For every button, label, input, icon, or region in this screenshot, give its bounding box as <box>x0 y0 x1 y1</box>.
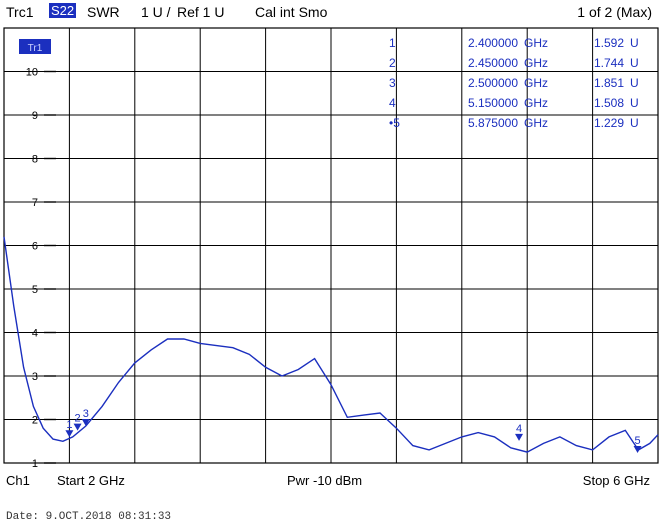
y-tick-label: 4 <box>32 328 38 340</box>
start-frequency[interactable]: Start 2 GHz <box>57 473 125 488</box>
trace-badge[interactable]: Tr1 <box>19 39 51 54</box>
marker-row[interactable]: 3 2.500000 GHz 1.851 U <box>389 76 639 90</box>
marker-number: 2 <box>389 56 396 70</box>
marker-frequency-unit: GHz <box>524 96 548 110</box>
y-tick-labels: 1 2 3 4 5 6 7 8 9 10 <box>26 67 38 471</box>
marker-4-label: 4 <box>516 423 522 435</box>
trace-header: Trc1 S22 SWR 1 U / Ref 1 U Cal int Smo 1… <box>0 0 660 24</box>
marker-frequency: 2.450000 <box>468 56 518 70</box>
format-label[interactable]: SWR <box>87 4 120 20</box>
marker-value: 1.592 <box>594 36 624 50</box>
marker-frequency-unit: GHz <box>524 36 548 50</box>
y-tick-label: 7 <box>32 197 38 209</box>
marker-5-label: 5 <box>635 435 641 447</box>
stop-frequency[interactable]: Stop 6 GHz <box>582 473 650 488</box>
marker-row[interactable]: 1 2.400000 GHz 1.592 U <box>389 36 639 50</box>
marker-frequency: 2.500000 <box>468 76 518 90</box>
trace-badge-box[interactable] <box>19 39 51 54</box>
marker-4-triangle[interactable] <box>515 433 524 441</box>
marker-row[interactable]: 2 2.450000 GHz 1.744 U <box>389 56 639 70</box>
marker-frequency: 2.400000 <box>468 36 518 50</box>
y-tick-label: 6 <box>32 241 38 253</box>
marker-value-unit: U <box>630 76 639 90</box>
marker-value-unit: U <box>630 116 639 130</box>
parameter-label[interactable]: S22 <box>49 3 77 18</box>
marker-value: 1.851 <box>594 76 624 90</box>
y-tick-label: 9 <box>32 110 38 122</box>
y-tick-label: 2 <box>32 415 38 427</box>
marker-value-unit: U <box>630 36 639 50</box>
marker-value: 1.229 <box>594 116 624 130</box>
marker-2-triangle[interactable] <box>73 423 82 431</box>
marker-frequency-unit: GHz <box>524 116 548 130</box>
channel-label[interactable]: Ch1 <box>6 473 30 488</box>
marker-1-label: 1 <box>66 419 72 431</box>
marker-value: 1.744 <box>594 56 624 70</box>
marker-number: 3 <box>389 76 396 90</box>
plot-grid <box>3 27 659 464</box>
scale-label[interactable]: 1 U / <box>141 4 171 20</box>
timestamp: Date: 9.OCT.2018 08:31:33 <box>6 511 172 523</box>
reference-label[interactable]: Ref 1 U <box>177 4 225 20</box>
marker-3-label: 3 <box>83 408 89 420</box>
y-tick-label: 5 <box>32 284 38 296</box>
marker-table: 1 2.400000 GHz 1.592 U 2 2.450000 GHz 1.744 U 3 2.5… <box>389 36 639 130</box>
trace-line <box>3 236 659 453</box>
marker-3-triangle[interactable] <box>81 418 90 426</box>
marker-frequency: 5.150000 <box>468 96 518 110</box>
marker-number: •5 <box>389 116 400 130</box>
power-level[interactable]: Pwr -10 dBm <box>287 473 363 488</box>
marker-value-unit: U <box>630 96 639 110</box>
marker-frequency-unit: GHz <box>524 56 548 70</box>
marker-points: 12 3 4 5 <box>65 408 642 454</box>
calibration-label: Cal int Smo <box>255 4 328 20</box>
trace-badge-label[interactable]: Tr1 <box>28 43 43 54</box>
page-indicator: 1 of 2 (Max) <box>577 4 652 20</box>
marker-2-label: 2 <box>75 413 81 425</box>
y-tick-label: 10 <box>26 67 38 79</box>
marker-number: 4 <box>389 96 396 110</box>
marker-frequency-unit: GHz <box>524 76 548 90</box>
marker-number: 1 <box>389 36 396 50</box>
trace-label[interactable]: Trc1 <box>6 4 34 20</box>
y-tick-label: 1 <box>32 458 38 470</box>
y-tick-label: 8 <box>32 154 38 166</box>
marker-frequency: 5.875000 <box>468 116 518 130</box>
marker-row[interactable]: •5 5.875000 GHz 1.229 U <box>389 116 639 130</box>
y-tick-label: 3 <box>32 371 38 383</box>
marker-row[interactable]: 4 5.150000 GHz 1.508 U <box>389 96 639 110</box>
marker-value: 1.508 <box>594 96 624 110</box>
marker-1-triangle[interactable] <box>65 430 74 438</box>
marker-value-unit: U <box>630 56 639 70</box>
marker-5-triangle[interactable] <box>633 446 642 454</box>
